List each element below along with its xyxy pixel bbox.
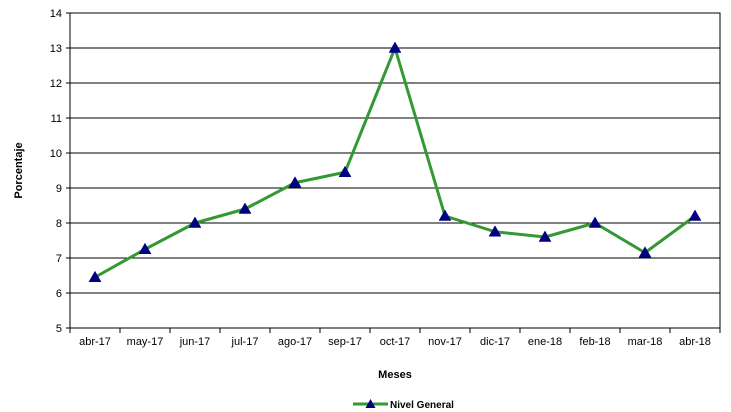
y-tick-label: 14 (50, 8, 62, 20)
plot-area (69, 12, 721, 329)
series-group (88, 41, 702, 282)
data-point-marker (88, 270, 102, 282)
y-tick-label: 10 (50, 148, 62, 160)
x-tick-label: may-17 (127, 336, 164, 348)
y-tick-label: 13 (50, 43, 62, 55)
x-tick-label: ene-18 (528, 336, 562, 348)
x-tick-label: sep-17 (328, 336, 362, 348)
x-tick-label: feb-18 (579, 336, 610, 348)
x-tick-label: ago-17 (278, 336, 312, 348)
x-tick-label: abr-18 (679, 336, 711, 348)
y-tick-label: 11 (51, 113, 62, 125)
series-line (94, 46, 696, 279)
x-tick-label: nov-17 (428, 336, 462, 348)
y-tick-label: 7 (56, 253, 62, 265)
data-point-marker (138, 242, 152, 254)
x-tick-label: jun-17 (179, 336, 211, 348)
y-tick-label: 5 (56, 323, 62, 335)
data-point-marker (688, 209, 702, 221)
y-tick-label: 8 (56, 218, 62, 230)
x-axis: abr-17 may-17 jun-17 jul-17 ago-17 sep-17 oct-… (69, 328, 721, 348)
x-tick-label: oct-17 (380, 336, 411, 348)
data-point-marker (488, 225, 502, 237)
data-point-marker (438, 209, 452, 221)
data-point-marker (338, 165, 352, 177)
x-tick-label: jul-17 (231, 336, 259, 348)
x-tick-label: abr-17 (79, 336, 111, 348)
data-point-marker (188, 216, 202, 228)
x-tick-label: mar-18 (628, 336, 663, 348)
data-point-marker (588, 216, 602, 228)
data-point-marker (238, 202, 252, 214)
legend-label: Nivel General (390, 400, 454, 411)
y-axis-title: Porcentaje (13, 142, 25, 198)
data-point-marker (538, 230, 552, 242)
legend: Nivel General (353, 399, 454, 411)
y-axis: 5 6 7 8 9 10 11 12 13 14 (50, 8, 70, 335)
y-tick-label: 6 (56, 288, 62, 300)
data-point-marker (288, 176, 302, 188)
x-axis-title: Meses (378, 369, 412, 381)
y-tick-label: 12 (50, 78, 62, 90)
data-point-marker (388, 41, 402, 53)
y-tick-label: 9 (56, 183, 62, 195)
gridlines (70, 12, 720, 294)
x-tick-label: dic-17 (480, 336, 510, 348)
legend-marker-triangle (365, 399, 376, 408)
data-point-marker (638, 246, 652, 258)
